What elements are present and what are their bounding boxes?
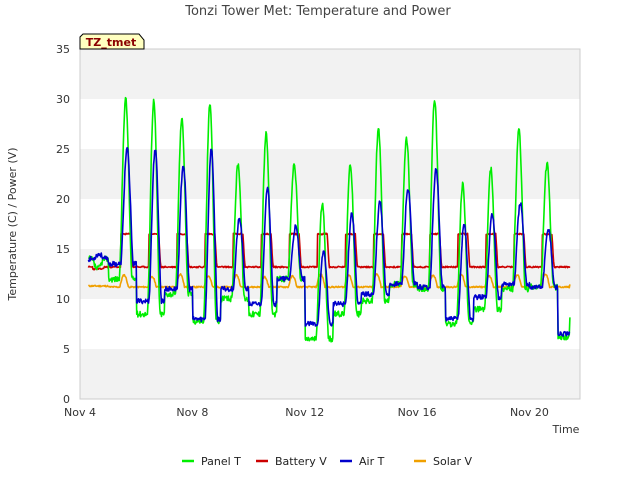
legend: Panel T Battery V Air T Solar V <box>182 455 473 468</box>
y-axis-ticks: 0 5 10 15 20 25 30 35 <box>56 43 70 406</box>
grid-band <box>80 199 580 249</box>
y-tick-label: 25 <box>56 143 70 156</box>
y-tick-label: 10 <box>56 293 70 306</box>
x-tick-label: Nov 20 <box>510 406 549 419</box>
series-line-air-t <box>87 146 571 337</box>
grid-band <box>80 149 580 199</box>
series-layer <box>87 96 571 343</box>
y-tick-label: 15 <box>56 243 70 256</box>
chart-title: Tonzi Tower Met: Temperature and Power <box>184 4 451 19</box>
y-tick-label: 30 <box>56 93 70 106</box>
legend-label: Air T <box>359 455 385 468</box>
grid-band <box>80 249 580 299</box>
grid-band <box>80 349 580 399</box>
y-axis-label: Temperature (C) / Power (V) <box>6 147 19 301</box>
x-tick-label: Nov 4 <box>64 406 96 419</box>
plot-frame <box>79 48 581 400</box>
x-axis-ticks: Nov 4 Nov 8 Nov 12 Nov 16 Nov 20 <box>64 406 549 419</box>
x-axis-label: Time <box>552 423 580 436</box>
x-tick-label: Nov 8 <box>176 406 208 419</box>
grid-band <box>80 99 580 149</box>
y-tick-label: 35 <box>56 43 70 56</box>
series-line-panel-t <box>88 96 571 343</box>
legend-label: Battery V <box>275 455 327 468</box>
badge-background <box>79 33 145 50</box>
legend-label: Solar V <box>433 455 473 468</box>
grid-band <box>80 49 580 99</box>
y-tick-label: 20 <box>56 193 70 206</box>
x-tick-label: Nov 16 <box>398 406 437 419</box>
y-tick-label: 0 <box>63 393 70 406</box>
grid-bands <box>80 49 580 399</box>
x-tick-label: Nov 12 <box>285 406 324 419</box>
y-tick-label: 5 <box>63 343 70 356</box>
station-badge: TZ_tmet <box>79 33 145 50</box>
badge-label: TZ_tmet <box>86 36 136 49</box>
legend-label: Panel T <box>201 455 241 468</box>
